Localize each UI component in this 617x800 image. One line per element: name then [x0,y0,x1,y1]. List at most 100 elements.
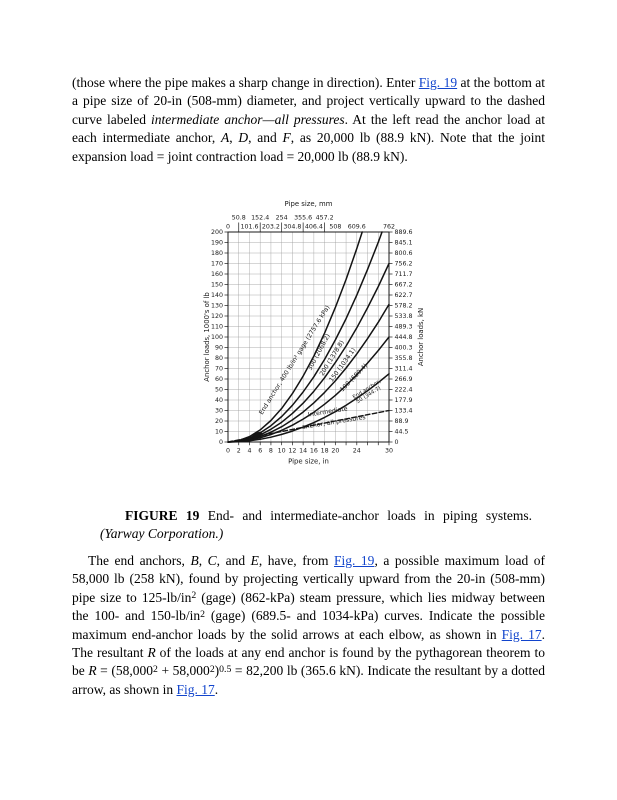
text-run: (those where the pipe makes a sharp chan… [72,75,419,90]
text-run: intermediate anchor—all pressures [151,111,345,127]
xtick-label-bottom: 18 [321,448,329,455]
text-run: E [250,553,259,568]
text-run: . [214,681,219,697]
xtick-label-bottom: 6 [258,448,262,455]
text-run: (gage) (862-kPa) steam pressure, which l… [72,589,545,624]
ytick-label-right: 489.3 [395,324,413,331]
ytick-label-right: 222.4 [395,387,413,394]
top-axis-title: Pipe size, mm [285,200,333,208]
superscript: 2 [153,664,158,676]
bottom-axis-title: Pipe size, in [288,458,329,466]
curve-end-anchor-50 [227,373,390,443]
ytick-label-left: 160 [211,271,223,278]
text-run: = 82,200 lb (365.6 kN). Indicate the res… [72,663,546,697]
ytick-label-left: 180 [211,250,223,257]
superscript: 2 [209,664,215,676]
xtick-label-top-mm: 762 [383,224,395,231]
paragraph-2: The end anchors, B, C, and E, have, from… [72,552,545,699]
ytick-label-right: 266.9 [395,376,413,383]
ytick-label-left: 10 [215,429,223,436]
ytick-label-right: 400.3 [395,345,413,352]
fig-17-link[interactable]: Fig. 17 [501,626,542,642]
ytick-label-left: 150 [211,282,223,289]
ytick-label-left: 40 [215,397,223,404]
ytick-label-left: 60 [215,376,223,383]
xtick-label-bottom: 16 [310,448,318,455]
ytick-label-left: 190 [211,240,223,247]
small-arrowhead [244,436,253,439]
xtick-label-bottom: 4 [247,448,251,455]
text-run: , and [216,553,251,568]
ytick-label-left: 140 [211,292,223,299]
ytick-label-right: 889.6 [395,229,413,236]
xtick-label-bottom: 14 [299,448,307,455]
ytick-label-right: 578.2 [395,303,413,310]
left-axis-title: Anchor loads, 1000's of lb [203,292,211,382]
xtick-label-bottom: 24 [353,448,361,455]
curve-label-intermediate-anchor: Intermediate [308,405,349,418]
text-run: , a possible maximum load of 58,000 lb (… [72,553,546,605]
xtick-label-bottom: 0 [226,448,230,455]
xtick-label-top-mm: 0 [226,224,230,231]
ytick-label-left: 80 [215,355,223,362]
ytick-label-right: 355.8 [395,355,413,362]
text-run: , [198,553,208,568]
xtick-label-bottom: 20 [331,448,339,455]
ytick-label-left: 30 [215,408,223,415]
text-run: A [221,130,230,146]
xtick-label-bottom: 10 [278,448,286,455]
text-run: of the loads at any end anchor is found … [72,645,545,679]
ytick-label-right: 711.7 [395,271,413,278]
xtick-label-top-mm: 406.4 [305,224,323,231]
ytick-label-left: 50 [215,387,223,394]
text-run: (Yarway Corporation.) [100,526,224,542]
figure-caption: FIGURE 19 End- and intermediate-anchor l… [100,507,532,544]
text-run: , [229,130,239,146]
text-run: = (58,000 [96,663,154,679]
text-run: . The resultant [72,626,545,661]
right-axis-title: Anchor loads, kN [417,308,425,366]
ytick-label-right: 667.2 [395,282,413,289]
text-run: B [190,553,199,568]
ytick-label-left: 20 [215,418,223,425]
text-run: ) [214,663,220,679]
ytick-label-left: 170 [211,261,223,268]
xtick-label-top-mm: 304.8 [283,224,301,231]
xtick-label-top-mm: 254 [276,215,288,222]
ytick-label-left: 90 [215,345,223,352]
curve-label-end-anchor-400: End anchor, 400 lb/in² gage (2757.6 kPa) [258,304,331,416]
xtick-label-top-mm: 508 [329,224,341,231]
fig-17-link[interactable]: Fig. 17 [176,681,215,697]
text-run: . At the left read the anchor load at ea… [72,111,545,146]
ytick-label-right: 622.7 [395,292,413,299]
xtick-label-bottom: 8 [269,448,273,455]
text-run: R [88,663,97,679]
xtick-label-top-mm: 101.6 [240,224,258,231]
fig-19-link[interactable]: Fig. 19 [334,553,375,568]
text-run: at the bottom at a pipe size of 20-in (5… [72,75,545,127]
superscript: 2 [200,608,205,620]
paragraph-1: (those where the pipe makes a sharp chan… [72,74,545,166]
xtick-label-top-mm: 355.6 [294,215,312,222]
text-run: D [238,130,249,146]
text-run: , and [248,130,283,146]
ytick-label-right: 177.9 [395,397,413,404]
ytick-label-left: 200 [211,229,223,236]
ytick-label-right: 800.6 [395,250,413,257]
text-run: + 58,000 [157,663,210,679]
text-run: F [282,130,291,146]
ytick-label-left: 70 [215,366,223,373]
xtick-label-top-mm: 50.8 [232,215,246,222]
ytick-label-right: 845.1 [395,240,413,247]
ytick-label-left: 0 [219,439,223,446]
fig-19-link[interactable]: Fig. 19 [418,75,458,90]
ytick-label-left: 130 [211,303,223,310]
ytick-label-right: 88.9 [395,418,409,425]
curve-convergence-blob [251,431,263,439]
text-run: , have, from [258,553,334,568]
xtick-label-top-mm: 457.2 [316,215,334,222]
text-run: , as 20,000 lb (88.9 kN). Note that the … [72,130,546,164]
text-run: R [147,645,156,661]
